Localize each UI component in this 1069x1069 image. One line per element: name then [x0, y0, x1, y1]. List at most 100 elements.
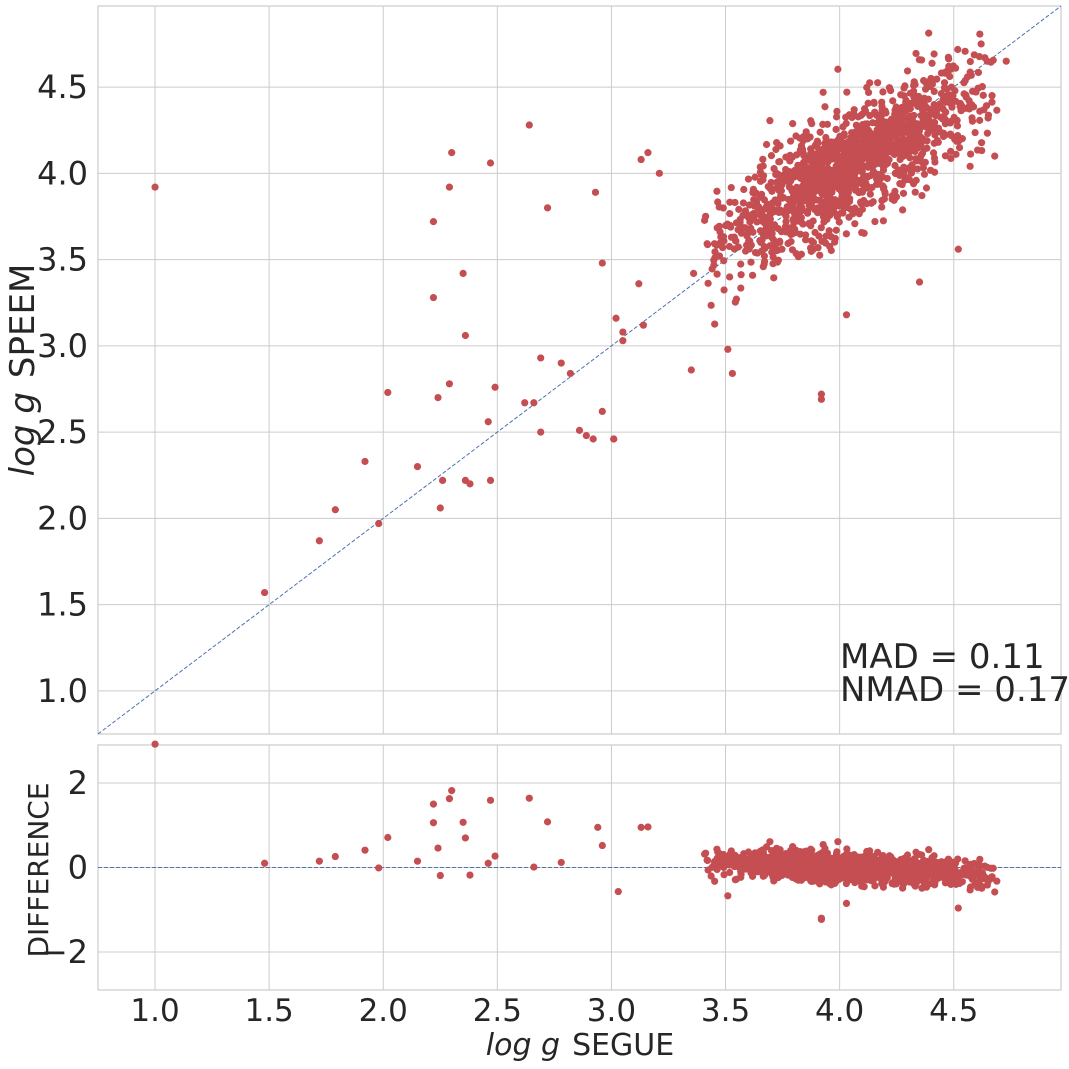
residual-data-point — [860, 883, 868, 891]
main-data-point — [822, 167, 831, 176]
main-data-point — [718, 243, 727, 252]
main-data-point — [912, 49, 920, 58]
main-data-point — [873, 126, 881, 134]
main-data-point — [655, 169, 663, 177]
main-data-point — [827, 138, 835, 146]
main-data-point — [908, 161, 916, 169]
main-data-point — [918, 119, 927, 127]
main-data-point — [918, 192, 926, 200]
main-data-point — [857, 111, 865, 119]
main-data-point — [886, 132, 894, 141]
main-data-point — [151, 183, 159, 191]
residual-data-point — [810, 863, 819, 871]
main-data-point — [866, 111, 874, 120]
main-data-point — [827, 152, 836, 160]
main-data-point — [844, 171, 852, 179]
main-data-point — [955, 144, 964, 152]
residual-data-point — [436, 871, 444, 880]
main-data-point — [744, 214, 753, 222]
residual-data-point — [772, 871, 781, 879]
main-data-point — [977, 139, 986, 147]
main-data-point — [808, 120, 816, 128]
main-data-point — [966, 150, 975, 158]
residual-data-point — [915, 850, 923, 859]
main-data-point — [816, 251, 824, 259]
main-data-point — [974, 146, 982, 154]
main-data-point — [941, 120, 949, 128]
residual-data-point — [961, 857, 969, 865]
main-data-point — [598, 407, 606, 416]
residual-data-point — [881, 877, 889, 885]
main-data-point — [851, 220, 859, 228]
main-data-point — [822, 133, 830, 142]
main-data-point — [953, 122, 962, 130]
residual-data-point — [766, 838, 774, 846]
main-data-point — [707, 301, 715, 309]
main-data-point — [922, 184, 931, 192]
main-data-point — [802, 236, 810, 244]
main-data-point — [835, 218, 843, 226]
residual-y-tick-label: 0 — [68, 849, 88, 887]
main-data-point — [866, 190, 874, 198]
residual-data-points — [151, 740, 1001, 924]
main-y-axis-label: log g SPEEM — [3, 264, 43, 477]
residual-data-point — [966, 860, 974, 868]
main-data-point — [771, 196, 779, 204]
main-data-point — [923, 144, 931, 152]
residual-data-point — [842, 879, 850, 888]
main-data-point — [767, 178, 775, 187]
residual-data-point — [966, 886, 974, 894]
main-data-point — [824, 194, 832, 202]
residual-data-point — [598, 841, 606, 850]
main-data-point — [832, 226, 840, 234]
main-data-point — [881, 155, 889, 163]
main-data-point — [773, 258, 782, 266]
residual-data-point — [817, 915, 825, 924]
main-data-point — [827, 233, 835, 241]
residual-data-point — [486, 796, 495, 804]
main-scatter-panel: 1.0 1.5 2.0 2.5 3.0 3.5 4.0 4.5 MAD = 0.11 NMAD… — [3, 5, 1069, 735]
main-data-point — [703, 240, 712, 249]
main-data-point — [899, 206, 907, 214]
main-data-point — [612, 314, 620, 322]
main-data-point — [915, 278, 924, 286]
residual-data-point — [594, 823, 602, 831]
residual-data-point — [727, 847, 735, 855]
main-data-point — [991, 152, 999, 160]
main-data-point — [902, 174, 910, 182]
main-data-point — [823, 176, 831, 184]
main-data-point — [777, 187, 785, 195]
main-data-point — [896, 155, 904, 164]
main-data-point — [861, 120, 869, 128]
main-data-point — [971, 128, 979, 137]
main-data-point — [832, 113, 841, 121]
main-data-point — [767, 203, 775, 211]
main-data-point — [715, 222, 723, 230]
main-data-point — [260, 588, 269, 597]
main-y-tick-label: 1.5 — [37, 586, 88, 624]
main-data-point — [834, 65, 842, 73]
residual-data-point — [429, 819, 438, 827]
residual-data-point — [841, 863, 849, 872]
main-data-point — [843, 203, 851, 211]
x-axis-text-label: SEGUE — [572, 1028, 674, 1063]
main-data-point — [870, 98, 878, 106]
main-data-point — [842, 145, 850, 153]
residual-data-point — [812, 852, 820, 860]
residual-data-point — [871, 882, 879, 890]
residual-data-point — [842, 899, 851, 908]
main-data-point — [749, 185, 758, 193]
main-data-point — [790, 171, 798, 179]
main-data-point — [920, 170, 929, 178]
residual-data-point — [445, 795, 454, 803]
main-data-point — [814, 167, 822, 176]
main-data-point — [837, 152, 845, 160]
main-data-point — [863, 181, 871, 190]
main-data-point — [929, 149, 938, 157]
main-data-point — [891, 187, 899, 195]
main-data-point — [902, 98, 910, 106]
main-y-tick-label: 4.5 — [37, 68, 88, 106]
main-data-point — [644, 149, 652, 157]
main-data-point — [711, 320, 719, 328]
residual-data-point — [760, 862, 769, 870]
